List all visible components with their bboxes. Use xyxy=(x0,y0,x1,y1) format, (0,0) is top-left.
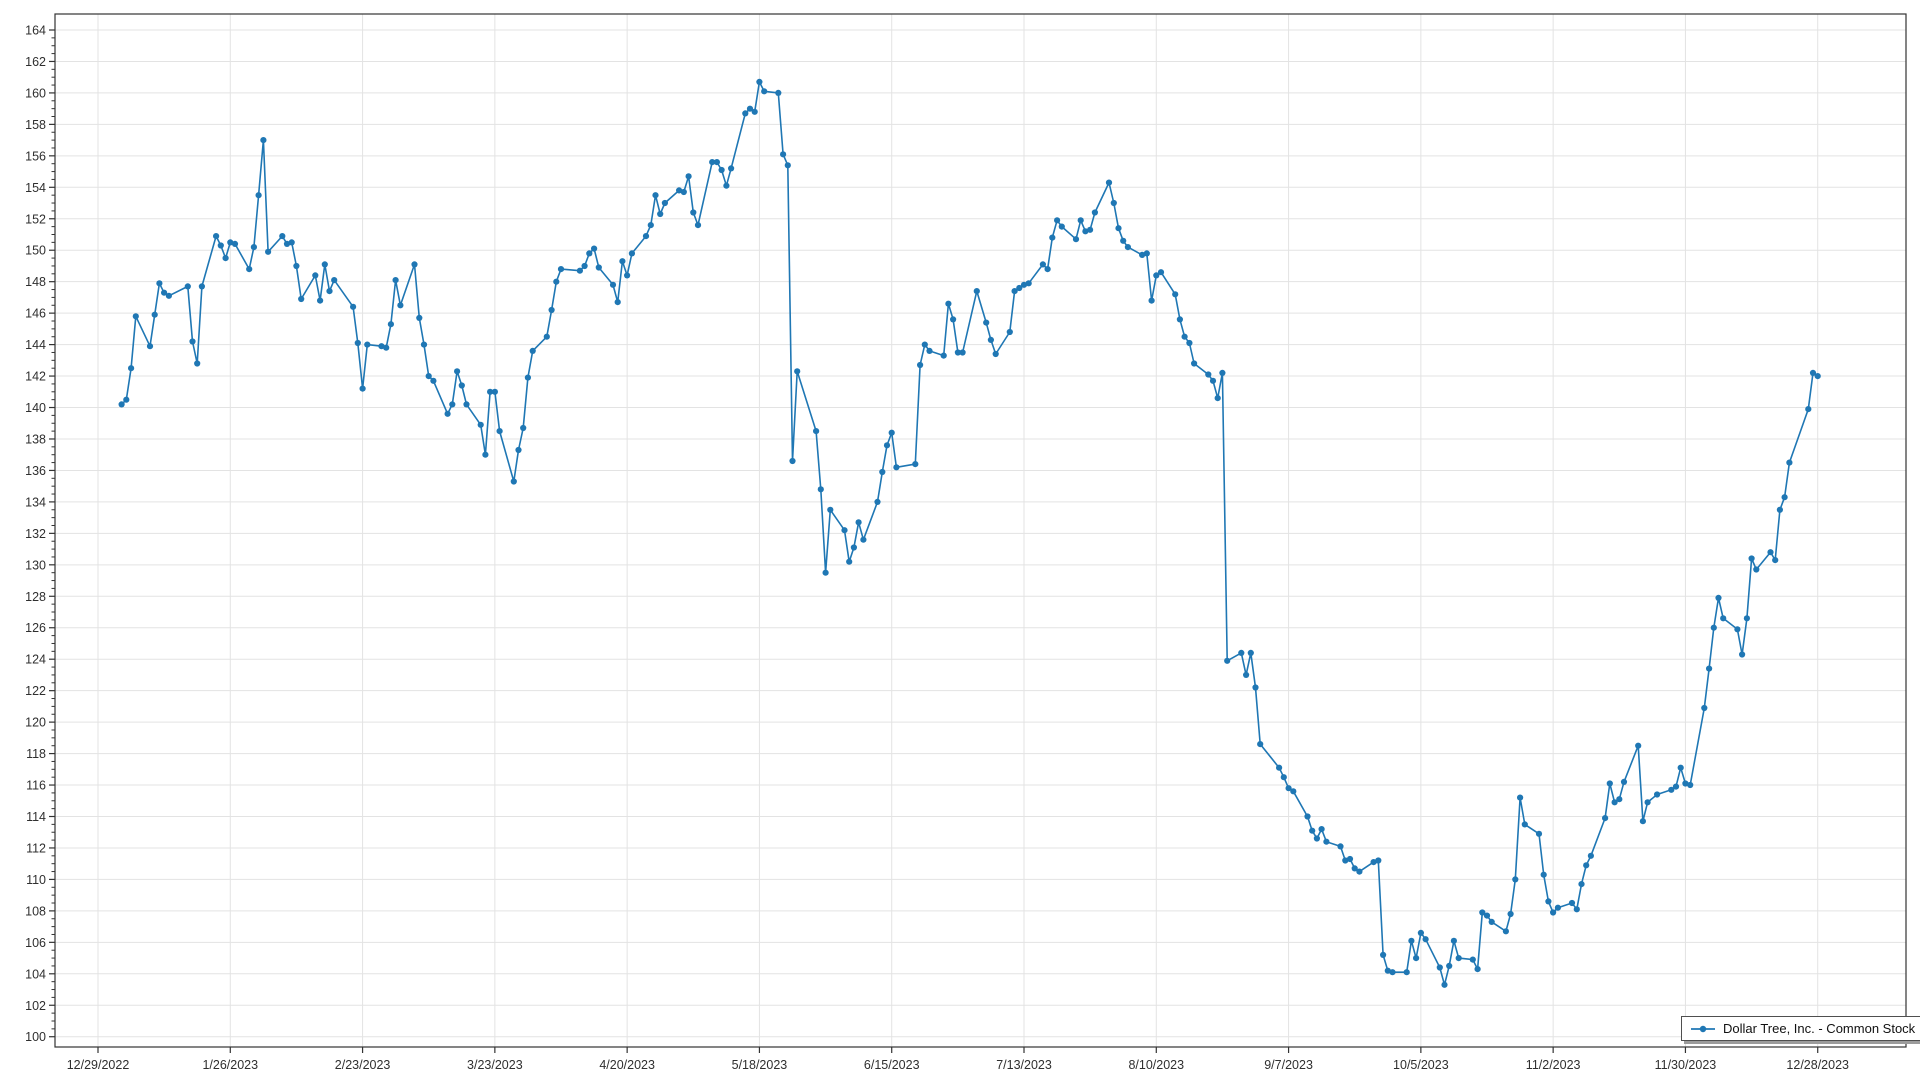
svg-text:116: 116 xyxy=(26,779,46,793)
svg-text:5/18/2023: 5/18/2023 xyxy=(732,1058,788,1072)
svg-text:140: 140 xyxy=(25,401,46,415)
svg-text:112: 112 xyxy=(26,841,46,855)
svg-text:128: 128 xyxy=(25,590,46,604)
svg-text:130: 130 xyxy=(25,558,46,572)
svg-text:144: 144 xyxy=(25,338,46,352)
svg-text:142: 142 xyxy=(25,370,46,384)
svg-text:126: 126 xyxy=(25,621,46,635)
svg-text:11/2/2023: 11/2/2023 xyxy=(1526,1058,1581,1072)
svg-text:124: 124 xyxy=(25,653,46,667)
svg-text:12/29/2022: 12/29/2022 xyxy=(67,1058,130,1072)
svg-text:132: 132 xyxy=(25,527,46,541)
svg-text:134: 134 xyxy=(25,495,46,509)
svg-text:2/23/2023: 2/23/2023 xyxy=(335,1058,391,1072)
svg-text:152: 152 xyxy=(25,212,46,226)
svg-text:9/7/2023: 9/7/2023 xyxy=(1264,1058,1313,1072)
svg-text:8/10/2023: 8/10/2023 xyxy=(1128,1058,1184,1072)
svg-text:136: 136 xyxy=(25,464,46,478)
svg-text:114: 114 xyxy=(26,810,46,824)
svg-text:138: 138 xyxy=(25,432,46,446)
svg-text:6/15/2023: 6/15/2023 xyxy=(864,1058,920,1072)
svg-text:158: 158 xyxy=(25,118,46,132)
svg-text:120: 120 xyxy=(25,716,46,730)
svg-text:122: 122 xyxy=(25,684,46,698)
svg-text:160: 160 xyxy=(25,86,46,100)
svg-text:102: 102 xyxy=(25,999,46,1013)
svg-text:162: 162 xyxy=(25,55,46,69)
svg-text:156: 156 xyxy=(25,149,46,163)
svg-text:1/26/2023: 1/26/2023 xyxy=(202,1058,258,1072)
svg-text:148: 148 xyxy=(25,275,46,289)
svg-text:12/28/2023: 12/28/2023 xyxy=(1786,1058,1849,1072)
svg-text:104: 104 xyxy=(25,967,46,981)
svg-text:7/13/2023: 7/13/2023 xyxy=(996,1058,1052,1072)
legend[interactable]: Dollar Tree, Inc. - Common Stock xyxy=(1681,1016,1920,1041)
svg-text:164: 164 xyxy=(25,24,46,38)
svg-text:11/30/2023: 11/30/2023 xyxy=(1655,1058,1717,1072)
svg-text:110: 110 xyxy=(26,873,46,887)
svg-text:154: 154 xyxy=(25,181,46,195)
svg-text:106: 106 xyxy=(25,936,46,950)
svg-text:3/23/2023: 3/23/2023 xyxy=(467,1058,523,1072)
svg-text:150: 150 xyxy=(25,244,46,258)
svg-text:118: 118 xyxy=(26,747,46,761)
series-line-marker-icon xyxy=(1690,1024,1716,1034)
svg-text:4/20/2023: 4/20/2023 xyxy=(599,1058,655,1072)
svg-text:146: 146 xyxy=(25,307,46,321)
svg-text:108: 108 xyxy=(25,904,46,918)
svg-text:10/5/2023: 10/5/2023 xyxy=(1393,1058,1449,1072)
svg-text:100: 100 xyxy=(25,1030,46,1044)
legend-series-label: Dollar Tree, Inc. - Common Stock xyxy=(1723,1021,1916,1036)
